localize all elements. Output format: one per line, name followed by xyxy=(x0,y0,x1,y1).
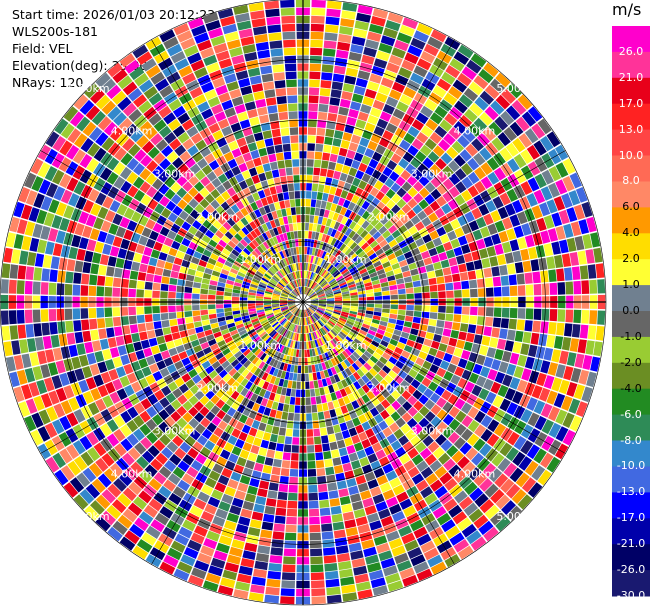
colorbar-tick-label: -4.0 xyxy=(620,381,642,395)
range-ring-label: 4.00km xyxy=(454,467,496,480)
range-ring-label: 4.00km xyxy=(111,467,153,480)
colorbar-swatch xyxy=(612,414,650,441)
range-ring-label: 3.00km xyxy=(154,168,196,181)
range-ring-labels: 1.00km 1.00km 1.00km 1.00km 2.00km 2.00km 2.00… xyxy=(68,82,538,523)
colorbar-swatch xyxy=(612,466,650,493)
colorbar-swatch xyxy=(612,259,650,286)
colorbar-swatch xyxy=(612,26,650,53)
range-ring-label: 5.00km xyxy=(496,82,538,95)
colorbar-tick-label: 1.0 xyxy=(622,278,640,292)
colorbar-tick-label: -8.0 xyxy=(620,433,642,447)
colorbar-tick-label: -17.0 xyxy=(616,511,646,525)
colorbar-swatch xyxy=(612,181,650,208)
range-ring-label: 5.00km xyxy=(496,510,538,523)
colorbar-tick-label: 17.0 xyxy=(618,96,644,110)
colorbar-tick-label: 6.0 xyxy=(622,200,640,214)
colorbar-tick-label: 2.0 xyxy=(622,252,640,266)
colorbar-tick-label: 0.0 xyxy=(622,304,640,317)
colorbar-tick-label: -2.0 xyxy=(620,355,642,369)
colorbar-swatch xyxy=(612,388,650,416)
start-time-text: Start time: 2026/01/03 20:12:23 xyxy=(12,7,216,22)
colorbar-tick-label: -6.0 xyxy=(620,407,642,421)
range-ring-label: 5.00km xyxy=(68,82,110,95)
range-ring-label: 1.00km xyxy=(239,253,281,266)
colorbar xyxy=(612,26,650,597)
colorbar-tick-label: -21.0 xyxy=(616,537,646,551)
colorbar-tick-label: 26.0 xyxy=(618,44,644,58)
colorbar-swatch xyxy=(612,51,650,79)
colorbar-swatch xyxy=(612,103,650,131)
colorbar-swatch xyxy=(612,570,650,597)
range-ring-label: 5.00km xyxy=(68,510,110,523)
range-grid xyxy=(0,0,607,606)
range-ring-label: 1.00km xyxy=(239,339,281,352)
range-ring-label: 2.00km xyxy=(368,210,410,223)
field-name: Field: VEL xyxy=(12,41,73,56)
colorbar-swatch xyxy=(612,155,650,182)
colorbar-tick-label: -13.0 xyxy=(616,485,646,499)
colorbar-tick-label: -10.0 xyxy=(616,459,646,473)
range-ring-label: 2.00km xyxy=(197,382,239,395)
colorbar-tick-label: 21.0 xyxy=(618,70,644,84)
range-ring-label: 4.00km xyxy=(454,125,496,138)
colorbar-swatch xyxy=(612,77,650,105)
colorbar-tick-label: 4.0 xyxy=(622,226,640,240)
colorbar-swatch xyxy=(612,129,650,156)
velocity-gates xyxy=(1,7,598,546)
velocity-gates xyxy=(3,0,605,602)
range-ring-label: 1.00km xyxy=(325,339,367,352)
colorbar-tick-label: 10.0 xyxy=(618,148,644,162)
colorbar-swatch xyxy=(612,336,650,364)
velocity-gates xyxy=(13,15,585,596)
velocity-gates xyxy=(19,0,603,596)
range-ring-label: 1.00km xyxy=(325,253,367,266)
colorbar-swatch xyxy=(612,311,650,338)
colorbar-tick-label: -26.0 xyxy=(616,563,646,577)
range-ring-label: 2.00km xyxy=(368,382,410,395)
range-ring-label: 3.00km xyxy=(154,425,196,438)
colorbar-tick-label: 13.0 xyxy=(618,122,644,136)
nrays-text: NRays: 120 xyxy=(12,75,84,90)
colorbar-tick-label: -1.0 xyxy=(620,329,642,343)
colorbar-swatch xyxy=(612,285,650,312)
range-ring-label: 2.00km xyxy=(197,210,239,223)
colorbar-swatch xyxy=(612,518,650,545)
colorbar-swatch xyxy=(612,440,650,467)
colorbar-swatch xyxy=(612,544,650,571)
colorbar-swatch xyxy=(612,233,650,260)
colorbar-tick-label: -30.0 xyxy=(616,589,646,602)
range-ring-label: 3.00km xyxy=(411,425,453,438)
colorbar-unit: m/s xyxy=(612,0,642,19)
colorbar-tick-label: 8.0 xyxy=(622,174,640,188)
colorbar-swatch xyxy=(612,492,650,519)
range-ring-label: 3.00km xyxy=(411,168,453,181)
velocity-gates xyxy=(3,15,605,600)
velocity-gates xyxy=(13,23,601,592)
instrument-name: WLS200s-181 xyxy=(12,24,98,39)
range-ring-label: 4.00km xyxy=(111,125,153,138)
azimuth-line xyxy=(40,150,566,454)
colorbar-swatch xyxy=(612,207,650,234)
colorbar-swatch xyxy=(612,362,650,390)
